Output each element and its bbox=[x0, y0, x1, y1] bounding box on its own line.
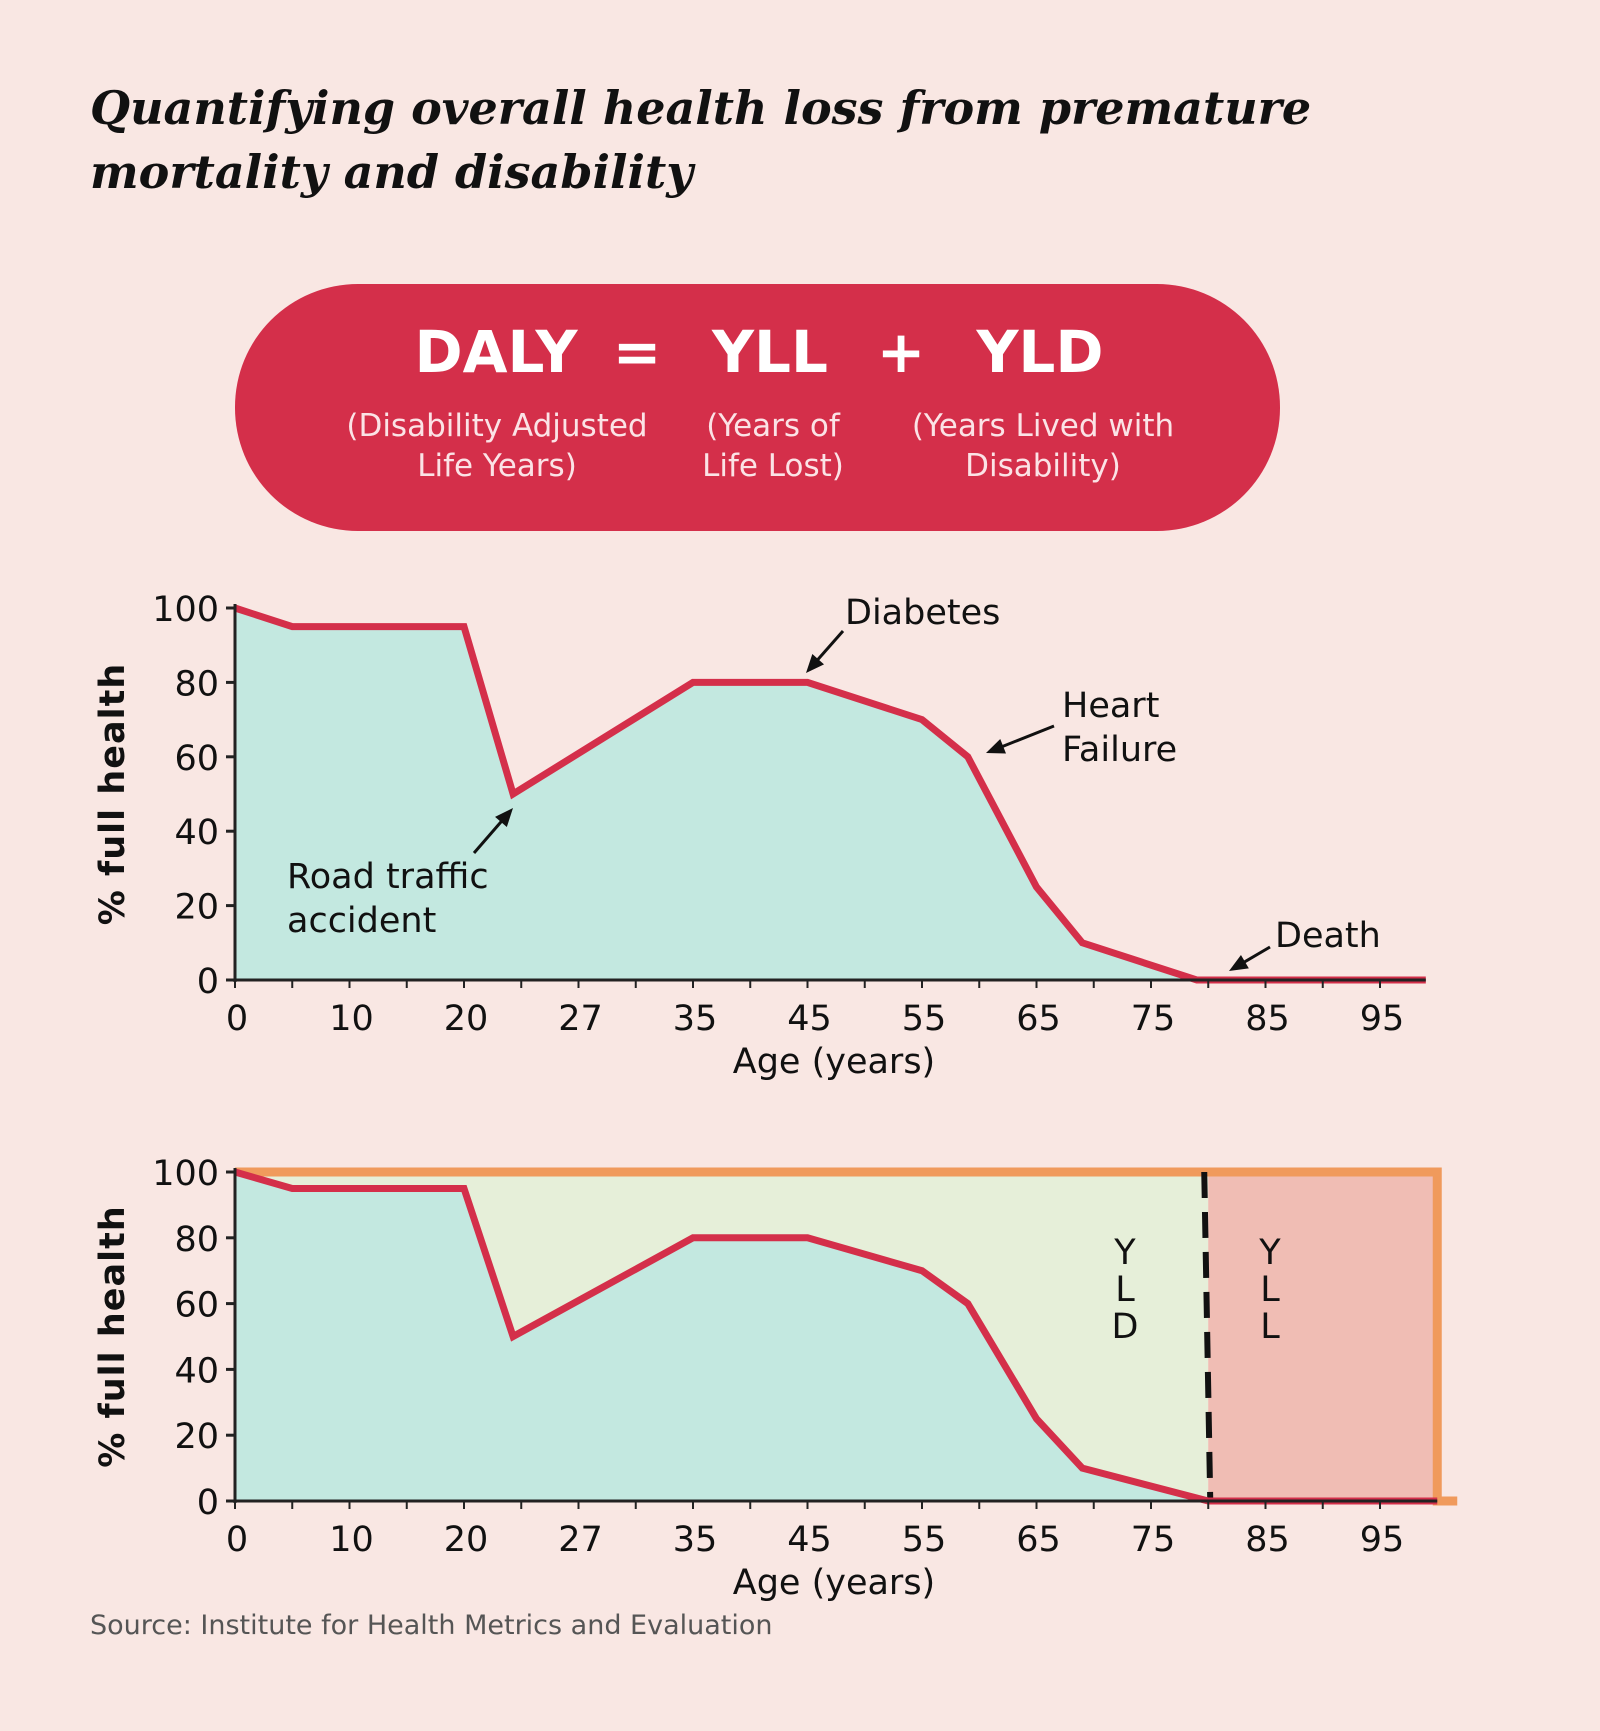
yld-label: YLD bbox=[975, 318, 1103, 386]
yld-desc-2: Disability) bbox=[965, 448, 1121, 484]
x-tick-label: 65 bbox=[1016, 999, 1061, 1039]
death-dashed-line bbox=[1201, 1171, 1214, 1502]
arrow-head-icon bbox=[495, 808, 513, 828]
annotation-label: Death bbox=[1275, 916, 1381, 956]
x-tick-label: 75 bbox=[1131, 1520, 1176, 1560]
health-area bbox=[235, 608, 1426, 980]
region-letter-yld: L bbox=[1115, 1270, 1135, 1310]
yll-desc-1: (Years of bbox=[706, 408, 841, 444]
x-tick-label: 95 bbox=[1360, 1520, 1405, 1560]
x-tick-label: 55 bbox=[902, 999, 947, 1039]
region-letter-yld: Y bbox=[1113, 1233, 1136, 1273]
y-tick-label: 100 bbox=[152, 590, 219, 630]
y-axis-title: % full health bbox=[93, 663, 133, 926]
y-tick-label: 40 bbox=[174, 1351, 219, 1391]
arrow-head-icon bbox=[1229, 954, 1249, 971]
x-tick-label: 35 bbox=[673, 1520, 718, 1560]
page-title: Quantifying overall health loss from pre… bbox=[90, 81, 1312, 199]
x-tick-label: 20 bbox=[444, 999, 489, 1039]
x-tick-label: 27 bbox=[558, 1520, 603, 1560]
annotation-label: accident bbox=[287, 901, 436, 941]
x-tick-label: 20 bbox=[444, 1520, 489, 1560]
x-axis-title: Age (years) bbox=[733, 1563, 935, 1603]
yld-desc-1: (Years Lived with bbox=[912, 408, 1174, 444]
full-health-frame bbox=[235, 1167, 1458, 1506]
x-axis-title: Age (years) bbox=[733, 1042, 935, 1082]
x-tick-label: 0 bbox=[226, 999, 248, 1039]
y-tick-label: 60 bbox=[174, 1286, 219, 1326]
annotation-label: Diabetes bbox=[845, 593, 1000, 633]
health-line bbox=[233, 604, 1426, 984]
yll-region bbox=[1208, 1172, 1438, 1501]
y-axis-title: % full health bbox=[93, 1205, 133, 1468]
annotation-label: Failure bbox=[1062, 730, 1177, 770]
x-tick-label: 95 bbox=[1360, 999, 1405, 1039]
annotation-label: Road traffic bbox=[287, 857, 489, 897]
equals-sign: = bbox=[613, 318, 662, 386]
x-tick-label: 45 bbox=[787, 999, 832, 1039]
region-letter-yll: Y bbox=[1258, 1233, 1281, 1273]
arrow-line bbox=[815, 630, 845, 662]
x-tick-label: 35 bbox=[673, 999, 718, 1039]
health-chart-top: 0 20 40 60 80 100 0 10 20 27 35 45 55 65 75 85 95 Age (ye… bbox=[93, 590, 1426, 1082]
x-tick-label: 0 bbox=[226, 1520, 248, 1560]
y-tick-label: 80 bbox=[174, 1220, 219, 1260]
yll-desc-2: Life Lost) bbox=[702, 448, 844, 484]
x-tick-label: 55 bbox=[902, 1520, 947, 1560]
arrow-head-icon bbox=[806, 654, 825, 673]
formula-pill: DALY = YLL + YLD (Disability Adjusted Li… bbox=[235, 284, 1280, 531]
y-tick-label: 20 bbox=[174, 888, 219, 928]
x-tick-label: 10 bbox=[329, 999, 374, 1039]
daly-label: DALY bbox=[415, 318, 579, 386]
region-letter-yll: L bbox=[1260, 1270, 1280, 1310]
x-tick-label: 27 bbox=[558, 999, 603, 1039]
y-tick-label: 80 bbox=[174, 664, 219, 704]
annotation-label: Heart bbox=[1062, 686, 1159, 726]
daly-desc-2: Life Years) bbox=[417, 448, 577, 484]
x-tick-label: 45 bbox=[787, 1520, 832, 1560]
y-tick-label: 40 bbox=[174, 813, 219, 853]
x-tick-label: 75 bbox=[1131, 999, 1176, 1039]
arrow-line bbox=[1000, 724, 1055, 749]
region-letter-yld: D bbox=[1112, 1307, 1139, 1347]
x-tick-label: 10 bbox=[329, 1520, 374, 1560]
arrow-head-icon bbox=[986, 738, 1006, 754]
y-tick-label: 100 bbox=[152, 1154, 219, 1194]
x-tick-label: 85 bbox=[1245, 1520, 1290, 1560]
yll-label: YLL bbox=[711, 318, 828, 386]
x-tick-label: 85 bbox=[1245, 999, 1290, 1039]
arrow-line bbox=[472, 819, 504, 854]
health-line bbox=[234, 1168, 1438, 1505]
y-tick-label: 60 bbox=[174, 739, 219, 779]
health-area bbox=[235, 1172, 1438, 1501]
daly-desc-1: (Disability Adjusted bbox=[346, 408, 647, 444]
pill-background bbox=[235, 284, 1280, 531]
y-tick-label: 0 bbox=[197, 1483, 219, 1523]
x-tick-label: 65 bbox=[1016, 1520, 1061, 1560]
arrow-line bbox=[1242, 945, 1271, 965]
y-tick-label: 20 bbox=[174, 1417, 219, 1457]
region-letter-yll: L bbox=[1260, 1307, 1280, 1347]
y-tick-label: 0 bbox=[197, 962, 219, 1002]
source-note: Source: Institute for Health Metrics and… bbox=[90, 1610, 773, 1641]
plus-sign: + bbox=[877, 318, 926, 386]
